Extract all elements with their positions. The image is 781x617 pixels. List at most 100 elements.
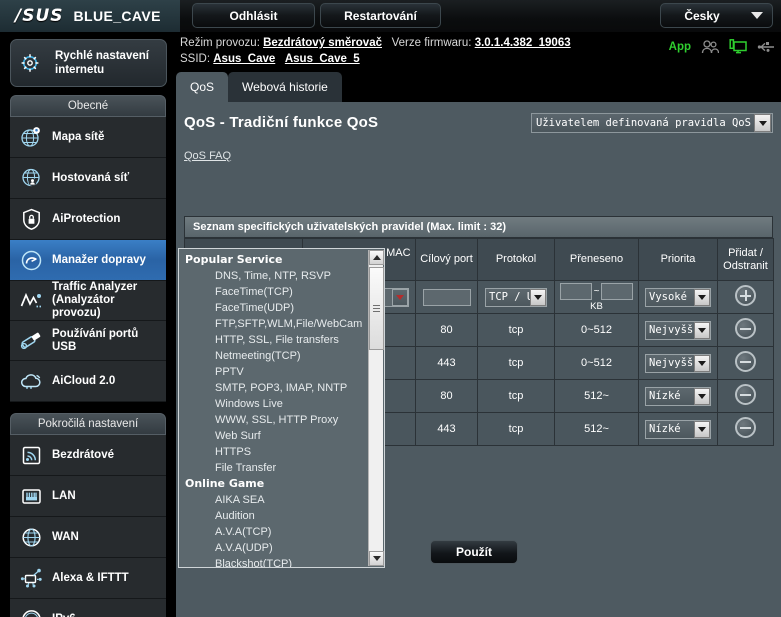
dropdown-item[interactable]: Netmeeting(TCP) [215, 350, 301, 362]
service-name-dropdown-list[interactable]: Popular Service DNS, Time, NTP, RSVP FaceT… [178, 248, 385, 568]
usb-icon[interactable] [757, 41, 775, 53]
cell-dest-port-input [415, 280, 478, 314]
plus-circle-icon[interactable] [735, 285, 756, 306]
operation-mode-value[interactable]: Bezdrátový směrovač [263, 37, 382, 49]
dropdown-item[interactable]: Audition [215, 510, 255, 522]
app-link[interactable]: App [668, 40, 691, 53]
sidebar-item-wan[interactable]: WAN [10, 517, 166, 558]
cell-add-button [717, 280, 774, 314]
firmware-version-value[interactable]: 3.0.1.4.382_19063 [474, 37, 571, 49]
clients-users-icon[interactable] [701, 39, 719, 54]
dropdown-item[interactable]: FTP,SFTP,WLM,File/WebCam [215, 318, 363, 330]
reboot-button[interactable]: Restartování [320, 3, 441, 28]
operation-mode-label: Režim provozu: [180, 37, 260, 49]
language-label: Česky [684, 8, 720, 23]
minus-circle-icon[interactable] [735, 384, 756, 405]
logout-button[interactable]: Odhlásit [192, 3, 315, 28]
sidebar-item-alexa-ifttt[interactable]: Alexa & IFTTT [10, 558, 166, 599]
qos-mode-selector[interactable]: Uživatelem definovaná pravidla QoS [531, 113, 773, 133]
sidebar-divider [0, 402, 176, 413]
transferred-unit-label: KB [590, 300, 603, 312]
traffic-manager-icon [10, 248, 52, 273]
cell-protocol: tcp [477, 412, 555, 446]
tab-web-history[interactable]: Webová historie [228, 72, 342, 102]
dropdown-item[interactable]: Web Surf [215, 430, 261, 442]
sidebar-item-ipv6[interactable]: IPV6 IPv6 [10, 599, 166, 617]
dropdown-item[interactable]: HTTPS [215, 446, 252, 458]
dest-port-input[interactable] [422, 288, 471, 306]
dropdown-item[interactable]: A.V.A(TCP) [215, 526, 272, 538]
column-header-transferred: Přeneseno [554, 238, 639, 281]
priority-select[interactable]: Nízké [645, 419, 711, 439]
protocol-value: TCP / UDP [489, 291, 530, 303]
dropdown-scrollbar[interactable] [368, 250, 384, 566]
transferred-from-input[interactable] [559, 282, 592, 300]
tab-qos[interactable]: QoS [176, 72, 229, 102]
sidebar-item-aicloud[interactable]: AiCloud 2.0 [10, 361, 166, 402]
dropdown-item[interactable]: SMTP, POP3, IMAP, NNTP [215, 382, 348, 394]
usb-devices-monitor-icon[interactable] [729, 39, 747, 54]
cell-dest-port: 80 [415, 379, 478, 413]
priority-select[interactable]: Nízké [645, 386, 711, 406]
sidebar-item-label: LAN [52, 489, 76, 502]
priority-select[interactable]: Vysoké [645, 287, 711, 307]
priority-select[interactable]: Nejvyšší [645, 353, 711, 373]
sidebar-menu-advanced: Bezdrátové LAN [10, 435, 166, 617]
quick-setup-icon [11, 51, 51, 75]
sidebar-item-lan[interactable]: LAN [10, 476, 166, 517]
transferred-range: ~ [557, 282, 636, 300]
sidebar-item-traffic-manager[interactable]: Manažer dopravy [10, 240, 166, 281]
cell-dest-port: 443 [415, 412, 478, 446]
dropdown-item[interactable]: Windows Live [215, 398, 283, 410]
apply-button[interactable]: Použít [430, 540, 518, 564]
wan-globe-icon [10, 525, 52, 550]
priority-select[interactable]: Nejvyšší [645, 320, 711, 340]
transferred-to-input[interactable] [601, 282, 634, 300]
chevron-down-icon [392, 288, 408, 306]
sidebar-item-label: IPv6 [52, 613, 80, 617]
dropdown-item[interactable]: PPTV [215, 366, 244, 378]
minus-circle-icon[interactable] [735, 318, 756, 339]
sidebar-item-usb-application[interactable]: Používání portů USB [10, 321, 166, 361]
wireless-icon [10, 443, 52, 468]
language-selector[interactable]: Česky [660, 3, 773, 28]
cell-remove-button [717, 379, 774, 413]
sidebar-item-wireless[interactable]: Bezdrátové [10, 435, 166, 476]
dropdown-item[interactable]: DNS, Time, NTP, RSVP [215, 270, 331, 282]
router-info-strip: Režim provozu: Bezdrátový směrovač Verze… [176, 32, 781, 70]
sidebar-item-network-map[interactable]: Mapa sítě [10, 117, 166, 158]
dropdown-item[interactable]: AIKA SEA [215, 494, 265, 506]
cell-remove-button [717, 346, 774, 380]
ssid-2g-value[interactable]: Asus_Cave [213, 53, 276, 65]
dropdown-item[interactable]: FaceTime(TCP) [215, 286, 293, 298]
chevron-down-icon [694, 387, 710, 405]
chevron-down-icon [694, 321, 710, 339]
page-title: QoS - Tradiční funkce QoS [184, 114, 379, 131]
dropdown-item[interactable]: HTTP, SSL, File transfers [215, 334, 339, 346]
grip-icon [373, 303, 380, 314]
cell-protocol: tcp [477, 379, 555, 413]
scroll-up-arrow-icon[interactable] [369, 250, 384, 265]
sidebar-item-label: WAN [52, 530, 79, 543]
cell-protocol: tcp [477, 346, 555, 380]
minus-circle-icon[interactable] [735, 417, 756, 438]
dropdown-item[interactable]: WWW, SSL, HTTP Proxy [215, 414, 339, 426]
quick-internet-setup-button[interactable]: Rychlé nastavení internetu [10, 39, 167, 87]
sidebar-item-label: Manažer dopravy [52, 253, 146, 266]
scrollbar-thumb[interactable] [369, 267, 384, 350]
dropdown-item[interactable]: File Transfer [215, 462, 277, 474]
cloud-icon [10, 369, 52, 394]
ssid-5g-value[interactable]: Asus_Cave_5 [284, 53, 360, 65]
chevron-down-icon [530, 288, 546, 306]
rules-list-header: Seznam specifických uživatelských pravid… [184, 216, 773, 238]
dropdown-item[interactable]: A.V.A(UDP) [215, 542, 273, 554]
scroll-down-arrow-icon[interactable] [369, 551, 384, 566]
minus-circle-icon[interactable] [735, 351, 756, 372]
sidebar-item-aiprotection[interactable]: AiProtection [10, 199, 166, 240]
qos-faq-link[interactable]: QoS FAQ [184, 150, 232, 162]
sidebar-item-guest-network[interactable]: Hostovaná síť [10, 158, 166, 199]
protocol-select[interactable]: TCP / UDP [485, 287, 547, 307]
dropdown-item[interactable]: FaceTime(UDP) [215, 302, 295, 314]
sidebar-item-traffic-analyzer[interactable]: Traffic Analyzer (Analyzátor provozu) [10, 281, 166, 321]
dropdown-item[interactable]: Blackshot(TCP) [215, 558, 293, 568]
